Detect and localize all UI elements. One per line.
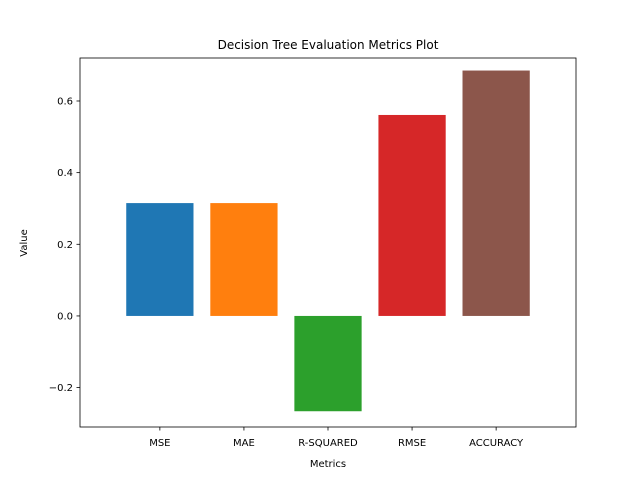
bar-mse bbox=[126, 203, 194, 316]
x-tick-label: ACCURACY bbox=[469, 438, 524, 449]
x-axis-ticks: MSE MAE R-SQUARED RMSE ACCURACY bbox=[149, 427, 524, 449]
y-axis-ticks: −0.2 0.0 0.2 0.4 0.6 bbox=[49, 96, 80, 394]
y-tick-label: 0.6 bbox=[57, 96, 73, 107]
y-tick-label: 0.2 bbox=[57, 240, 73, 251]
bar-rmse bbox=[378, 114, 446, 316]
bar-r-squared bbox=[294, 315, 362, 412]
bars-group bbox=[126, 70, 530, 412]
x-tick-label: MSE bbox=[149, 438, 170, 449]
axes-frame bbox=[79, 57, 577, 428]
x-tick-label: R-SQUARED bbox=[298, 438, 358, 449]
x-axis-label: Metrics bbox=[310, 459, 346, 470]
chart-title: Decision Tree Evaluation Metrics Plot bbox=[218, 38, 439, 52]
bar-accuracy bbox=[462, 70, 530, 316]
y-axis-label: Value bbox=[19, 229, 30, 256]
y-tick-label: 0.0 bbox=[57, 311, 73, 322]
x-tick-label: MAE bbox=[233, 438, 255, 449]
y-tick-label: −0.2 bbox=[49, 383, 73, 394]
bar-mae bbox=[210, 203, 278, 316]
y-tick-label: 0.4 bbox=[57, 168, 73, 179]
x-tick-label: RMSE bbox=[398, 438, 426, 449]
